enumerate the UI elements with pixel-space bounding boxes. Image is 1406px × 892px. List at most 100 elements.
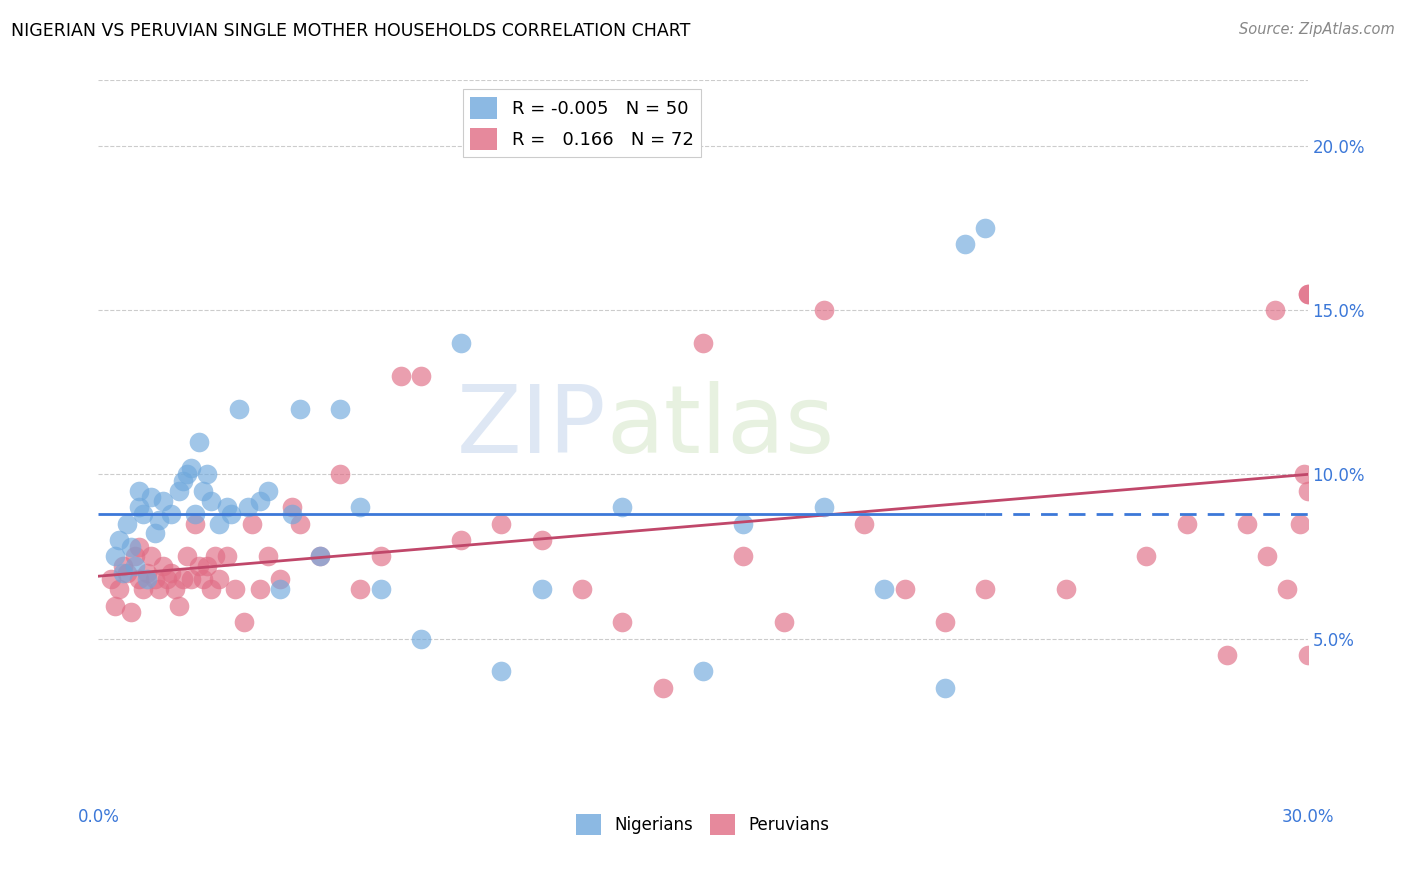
Point <box>813 500 835 515</box>
Point <box>450 336 472 351</box>
Legend: Nigerians, Peruvians: Nigerians, Peruvians <box>569 808 837 841</box>
Point <box>934 681 956 695</box>
Point <box>176 467 198 482</box>
Point <box>124 549 146 564</box>
Point <box>111 559 134 574</box>
Point <box>200 582 222 597</box>
Point <box>120 540 142 554</box>
Point <box>232 615 254 630</box>
Point <box>329 401 352 416</box>
Point <box>152 559 174 574</box>
Point <box>184 507 207 521</box>
Point <box>974 582 997 597</box>
Point <box>188 434 211 449</box>
Point <box>409 368 432 383</box>
Point <box>288 516 311 531</box>
Point <box>228 401 250 416</box>
Point <box>256 549 278 564</box>
Point <box>115 516 138 531</box>
Point <box>612 500 634 515</box>
Point <box>180 573 202 587</box>
Point <box>269 573 291 587</box>
Point <box>409 632 432 646</box>
Text: NIGERIAN VS PERUVIAN SINGLE MOTHER HOUSEHOLDS CORRELATION CHART: NIGERIAN VS PERUVIAN SINGLE MOTHER HOUSE… <box>11 22 690 40</box>
Point <box>128 500 150 515</box>
Point <box>530 582 553 597</box>
Point <box>491 665 513 679</box>
Point <box>221 507 243 521</box>
Point <box>139 491 162 505</box>
Point <box>208 516 231 531</box>
Point <box>1135 549 1157 564</box>
Point <box>111 566 134 580</box>
Point <box>107 533 129 547</box>
Point <box>188 559 211 574</box>
Point <box>1288 516 1310 531</box>
Point <box>309 549 332 564</box>
Point <box>184 516 207 531</box>
Point <box>193 573 215 587</box>
Point <box>269 582 291 597</box>
Point <box>389 368 412 383</box>
Point <box>491 516 513 531</box>
Text: ZIP: ZIP <box>457 381 606 473</box>
Point <box>974 221 997 235</box>
Point <box>733 516 755 531</box>
Point <box>1292 467 1315 482</box>
Point <box>1296 483 1319 498</box>
Point <box>249 493 271 508</box>
Point <box>172 474 194 488</box>
Point <box>1054 582 1077 597</box>
Point <box>873 582 896 597</box>
Point <box>132 582 155 597</box>
Point <box>1256 549 1278 564</box>
Point <box>128 483 150 498</box>
Point <box>100 573 122 587</box>
Point <box>195 559 218 574</box>
Point <box>651 681 673 695</box>
Point <box>281 500 304 515</box>
Point <box>139 549 162 564</box>
Point <box>193 483 215 498</box>
Point <box>224 582 246 597</box>
Point <box>1296 286 1319 301</box>
Point <box>103 549 125 564</box>
Point <box>450 533 472 547</box>
Point <box>167 599 190 613</box>
Text: Source: ZipAtlas.com: Source: ZipAtlas.com <box>1239 22 1395 37</box>
Point <box>132 507 155 521</box>
Point <box>1277 582 1299 597</box>
Text: atlas: atlas <box>606 381 835 473</box>
Point <box>156 573 179 587</box>
Point <box>128 540 150 554</box>
Point <box>176 549 198 564</box>
Point <box>135 573 157 587</box>
Point <box>934 615 956 630</box>
Point <box>163 582 186 597</box>
Point <box>200 493 222 508</box>
Point <box>217 500 239 515</box>
Point <box>692 665 714 679</box>
Point <box>160 566 183 580</box>
Point <box>853 516 876 531</box>
Point <box>370 582 392 597</box>
Point <box>195 467 218 482</box>
Point <box>148 582 170 597</box>
Point <box>256 483 278 498</box>
Point <box>135 566 157 580</box>
Point <box>813 303 835 318</box>
Point <box>612 615 634 630</box>
Point <box>115 566 138 580</box>
Point <box>1296 286 1319 301</box>
Point <box>349 582 371 597</box>
Point <box>370 549 392 564</box>
Point <box>309 549 332 564</box>
Point <box>349 500 371 515</box>
Point <box>893 582 915 597</box>
Point <box>152 493 174 508</box>
Point <box>281 507 304 521</box>
Point <box>692 336 714 351</box>
Point <box>160 507 183 521</box>
Point <box>1236 516 1258 531</box>
Point <box>530 533 553 547</box>
